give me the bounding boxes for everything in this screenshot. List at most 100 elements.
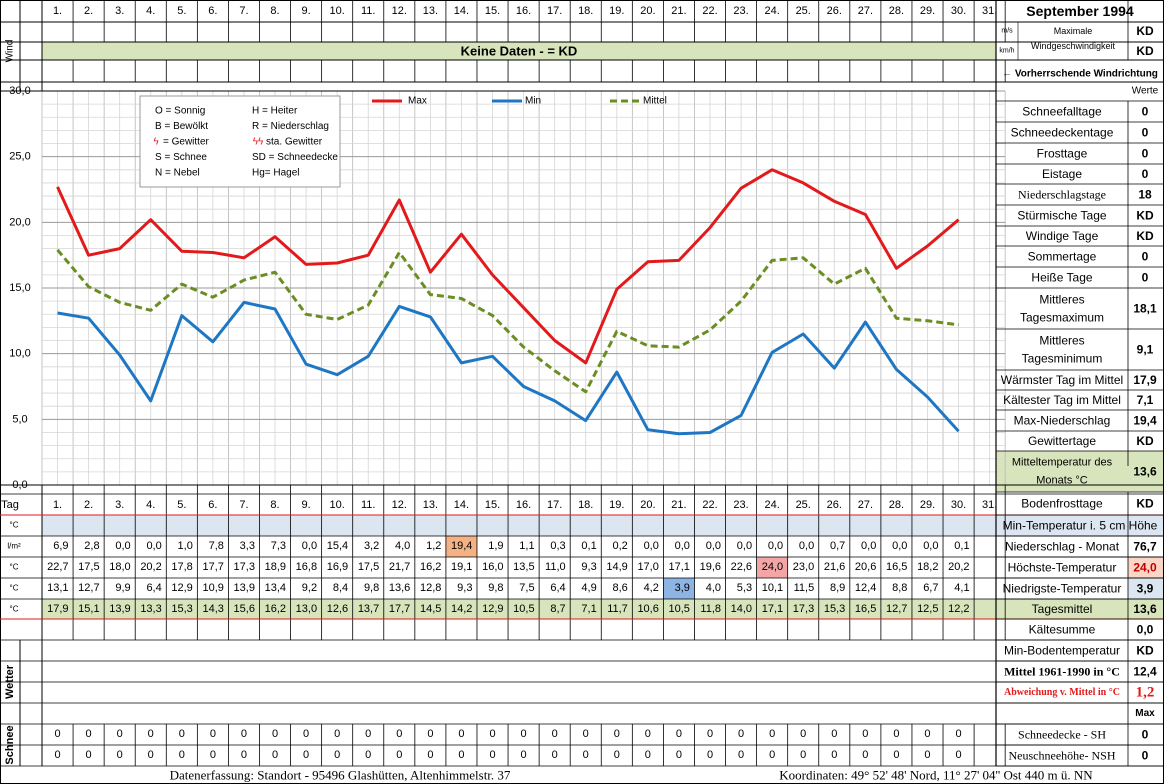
cell-mean-23: 14,0: [731, 603, 752, 615]
stat-label-19: Höchste-Temperatur: [1008, 561, 1117, 575]
cell-min-10: 8,4: [333, 582, 348, 594]
no-data-banner-fill: [42, 42, 996, 60]
cell-nsh-25: 0: [800, 749, 806, 761]
stat-label-22: Kältesumme: [1029, 623, 1096, 637]
stat-value-5: KD: [1136, 209, 1154, 223]
cell-min-24: 10,1: [762, 582, 783, 594]
cell-max-6: 17,7: [202, 561, 223, 573]
cell-precip-4: 0,0: [146, 540, 161, 552]
cell-max-4: 20,2: [140, 561, 161, 573]
day-header-11: 11.: [361, 5, 375, 17]
cell-min-28: 8,8: [892, 582, 907, 594]
stat-label-10-a: Mittleres: [1039, 334, 1084, 348]
cell-sh-17: 0: [552, 728, 558, 740]
stat-label-27: Schneedecke - SH: [1018, 728, 1106, 742]
cell-mean-20: 10,6: [637, 603, 658, 615]
stat-label-16: Bodenfrosttage: [1021, 497, 1103, 511]
cell-sh-16: 0: [521, 728, 527, 740]
day-footer-10: 10.: [330, 499, 345, 511]
cell-precip-24: 0,0: [768, 540, 783, 552]
day-footer-23: 23.: [733, 499, 748, 511]
day-footer-31: 31.: [982, 499, 997, 511]
day-header-29: 29.: [920, 5, 935, 17]
cell-min-11: 9,8: [364, 582, 379, 594]
cell-max-18: 9,3: [581, 561, 596, 573]
stat-label-25: Abweichung v. Mittel in °C: [1004, 687, 1120, 698]
stat-value-19: 24,0: [1133, 561, 1157, 575]
cell-max-3: 18,0: [109, 561, 130, 573]
cell-min-6: 10,9: [202, 582, 223, 594]
prevailing-wind-label: ← Vorherrschende Windrichtung: [1002, 69, 1158, 80]
cell-max-1: 22,7: [47, 561, 68, 573]
cell-max-25: 23,0: [793, 561, 814, 573]
stat-label-1: Schneedeckentage: [1011, 126, 1114, 140]
stat-label-6: Windige Tage: [1026, 229, 1099, 243]
cell-sh-22: 0: [707, 728, 713, 740]
day-footer-12: 12.: [392, 499, 407, 511]
cell-max-20: 17,0: [637, 561, 658, 573]
cell-nsh-17: 0: [552, 749, 558, 761]
symbol-legend-right-3: SD = Schneedecke: [252, 152, 338, 163]
cell-sh-6: 0: [210, 728, 216, 740]
stat-value-10: 9,1: [1137, 343, 1154, 357]
legend-label-min: Min: [525, 96, 541, 107]
day-footer-16: 16.: [516, 499, 531, 511]
stat-label-15-a: Mitteltemperatur des: [1012, 457, 1113, 469]
stat-value-1: 0: [1142, 126, 1149, 140]
stat-value-7: 0: [1142, 250, 1149, 264]
cell-nsh-5: 0: [179, 749, 185, 761]
cell-max-24: 24,0: [762, 561, 783, 573]
stat-value-15: 13,6: [1133, 465, 1157, 479]
cell-precip-10: 15,4: [327, 540, 348, 552]
cell-min-8: 13,4: [265, 582, 286, 594]
cell-min-16: 7,5: [519, 582, 534, 594]
day-header-15: 15.: [485, 5, 500, 17]
stat-value-25: 1,2: [1136, 685, 1155, 701]
cell-nsh-30: 0: [956, 749, 962, 761]
cell-min-30: 4,1: [954, 582, 969, 594]
cell-mean-27: 16,5: [855, 603, 876, 615]
min5cm-row-fill: [42, 515, 996, 536]
cell-sh-14: 0: [458, 728, 464, 740]
cell-nsh-12: 0: [396, 749, 402, 761]
cell-max-9: 16,8: [296, 561, 317, 573]
stat-value-24: 12,4: [1133, 665, 1157, 679]
row-unit-0: °C: [10, 521, 19, 530]
day-footer-25: 25.: [796, 499, 811, 511]
day-header-9: 9.: [302, 5, 311, 17]
cell-mean-25: 17,3: [793, 603, 814, 615]
cell-min-12: 13,6: [389, 582, 410, 594]
werte-header: Werte: [1132, 86, 1159, 97]
cell-nsh-6: 0: [210, 749, 216, 761]
day-footer-28: 28.: [889, 499, 904, 511]
symbol-legend-left-0: O = Sonnig: [155, 106, 205, 117]
cell-min-7: 13,9: [234, 582, 255, 594]
symbol-legend-left-2: = Gewitter: [163, 137, 210, 148]
day-header-4: 4.: [146, 5, 155, 17]
cell-max-23: 22,6: [731, 561, 752, 573]
schnee-label: Schnee: [4, 725, 16, 764]
cell-sh-8: 0: [272, 728, 278, 740]
wetter-label: Wetter: [4, 664, 16, 699]
cell-min-25: 11,5: [794, 582, 815, 594]
symbol-legend-right-4: Hg= Hagel: [252, 168, 300, 179]
cell-nsh-21: 0: [676, 749, 682, 761]
day-footer-17: 17.: [547, 499, 562, 511]
cell-precip-21: 0,0: [675, 540, 690, 552]
stat-label-28: Neuschneehöhe- NSH: [1009, 749, 1116, 763]
stat-label-12: Kältester Tag im Mittel: [1003, 393, 1121, 407]
cell-nsh-9: 0: [303, 749, 309, 761]
day-header-18: 18.: [578, 5, 593, 17]
cell-min-20: 4,2: [644, 582, 659, 594]
cell-precip-6: 7,8: [209, 540, 224, 552]
cell-mean-29: 12,5: [917, 603, 938, 615]
stat-label-3: Eistage: [1042, 167, 1082, 181]
max-wind-label-2: Windgeschwindigkeit: [1031, 41, 1116, 51]
cell-nsh-8: 0: [272, 749, 278, 761]
cell-nsh-26: 0: [831, 749, 837, 761]
cell-sh-10: 0: [334, 728, 340, 740]
cell-mean-1: 17,9: [47, 603, 68, 615]
cell-max-19: 14,9: [606, 561, 627, 573]
cell-max-28: 16,5: [886, 561, 907, 573]
cell-mean-11: 13,7: [358, 603, 379, 615]
